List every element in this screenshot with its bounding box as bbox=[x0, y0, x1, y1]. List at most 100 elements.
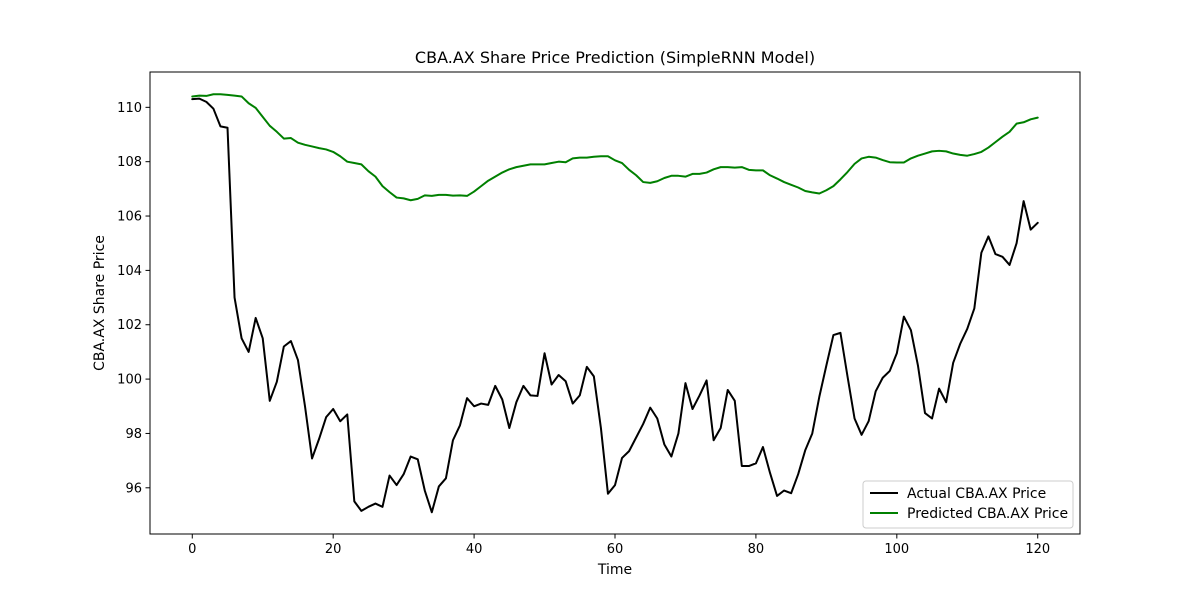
x-tick-label: 100 bbox=[884, 542, 909, 557]
data-point-actual bbox=[311, 457, 313, 459]
data-point-actual bbox=[367, 506, 369, 508]
data-point-actual bbox=[579, 394, 581, 396]
data-point-actual bbox=[1016, 242, 1018, 244]
data-point-predicted bbox=[325, 148, 327, 150]
data-point-actual bbox=[262, 337, 264, 339]
data-point-actual bbox=[212, 108, 214, 110]
data-point-actual bbox=[903, 316, 905, 318]
data-point-actual bbox=[410, 456, 412, 458]
data-point-actual bbox=[882, 377, 884, 379]
data-point-predicted bbox=[276, 131, 278, 133]
data-point-predicted bbox=[431, 195, 433, 197]
data-point-predicted bbox=[382, 185, 384, 187]
data-point-predicted bbox=[896, 162, 898, 164]
data-point-actual bbox=[938, 388, 940, 390]
data-point-predicted bbox=[910, 157, 912, 159]
data-point-predicted bbox=[748, 169, 750, 171]
data-point-actual bbox=[191, 98, 193, 100]
data-point-predicted bbox=[825, 189, 827, 191]
data-point-predicted bbox=[607, 155, 609, 157]
data-point-predicted bbox=[973, 153, 975, 155]
data-point-actual bbox=[706, 379, 708, 381]
data-point-predicted bbox=[572, 157, 574, 159]
data-point-actual bbox=[839, 332, 841, 334]
data-point-actual bbox=[445, 477, 447, 479]
data-point-predicted bbox=[628, 169, 630, 171]
data-point-actual bbox=[396, 484, 398, 486]
x-tick-label: 0 bbox=[188, 542, 196, 557]
data-point-actual bbox=[501, 398, 503, 400]
data-point-predicted bbox=[579, 157, 581, 159]
data-point-predicted bbox=[600, 155, 602, 157]
data-point-predicted bbox=[452, 195, 454, 197]
data-point-predicted bbox=[558, 161, 560, 163]
legend-box bbox=[862, 480, 1074, 529]
x-axis-label: Time bbox=[597, 562, 632, 578]
x-tick-label: 60 bbox=[607, 542, 624, 557]
data-point-actual bbox=[762, 446, 764, 448]
data-point-predicted bbox=[212, 93, 214, 95]
data-point-actual bbox=[889, 370, 891, 372]
y-tick-label: 104 bbox=[117, 264, 142, 279]
data-point-predicted bbox=[621, 162, 623, 164]
y-tick-label: 108 bbox=[117, 155, 142, 170]
data-point-actual bbox=[713, 439, 715, 441]
data-point-predicted bbox=[720, 166, 722, 168]
y-tick-label: 102 bbox=[117, 318, 142, 333]
x-tick-label: 80 bbox=[748, 542, 765, 557]
data-point-predicted bbox=[262, 116, 264, 118]
data-point-predicted bbox=[917, 155, 919, 157]
data-point-actual bbox=[248, 351, 250, 353]
data-point-actual bbox=[565, 380, 567, 382]
data-point-actual bbox=[684, 382, 686, 384]
y-axis-ticks: 96 98 100 102 104 106 108 110 bbox=[117, 101, 150, 496]
data-point-actual bbox=[818, 396, 820, 398]
data-point-predicted bbox=[734, 167, 736, 169]
data-point-predicted bbox=[1009, 131, 1011, 133]
data-point-predicted bbox=[776, 178, 778, 180]
data-point-actual bbox=[522, 385, 524, 387]
data-point-actual bbox=[332, 408, 334, 410]
data-point-predicted bbox=[1002, 136, 1004, 138]
data-point-predicted bbox=[832, 185, 834, 187]
data-point-predicted bbox=[410, 199, 412, 201]
data-point-predicted bbox=[374, 176, 376, 178]
data-point-actual bbox=[755, 462, 757, 464]
data-point-actual bbox=[670, 456, 672, 458]
data-point-predicted bbox=[762, 169, 764, 171]
data-point-actual bbox=[959, 343, 961, 345]
data-point-actual bbox=[677, 432, 679, 434]
data-point-predicted bbox=[727, 166, 729, 168]
data-point-actual bbox=[431, 511, 433, 513]
data-point-predicted bbox=[389, 191, 391, 193]
data-point-actual bbox=[656, 418, 658, 420]
data-point-predicted bbox=[311, 145, 313, 147]
data-point-predicted bbox=[649, 182, 651, 184]
data-point-predicted bbox=[847, 171, 849, 173]
data-point-actual bbox=[952, 362, 954, 364]
data-point-actual bbox=[318, 438, 320, 440]
data-point-actual bbox=[910, 329, 912, 331]
data-point-predicted bbox=[861, 157, 863, 159]
data-point-predicted bbox=[417, 198, 419, 200]
data-point-predicted bbox=[424, 194, 426, 196]
data-point-predicted bbox=[938, 150, 940, 152]
data-point-predicted bbox=[692, 173, 694, 175]
data-point-actual bbox=[325, 416, 327, 418]
data-point-actual bbox=[854, 418, 856, 420]
data-point-predicted bbox=[924, 153, 926, 155]
x-tick-label: 20 bbox=[325, 542, 342, 557]
data-point-predicted bbox=[367, 170, 369, 172]
data-point-actual bbox=[1002, 256, 1004, 258]
data-point-predicted bbox=[269, 125, 271, 127]
data-point-predicted bbox=[1037, 117, 1039, 119]
data-point-predicted bbox=[875, 157, 877, 159]
data-point-actual bbox=[896, 352, 898, 354]
data-point-actual bbox=[917, 365, 919, 367]
data-point-actual bbox=[297, 359, 299, 361]
data-point-predicted bbox=[241, 95, 243, 97]
data-point-predicted bbox=[290, 137, 292, 139]
data-point-actual bbox=[586, 366, 588, 368]
data-point-actual bbox=[374, 503, 376, 505]
data-point-predicted bbox=[494, 176, 496, 178]
